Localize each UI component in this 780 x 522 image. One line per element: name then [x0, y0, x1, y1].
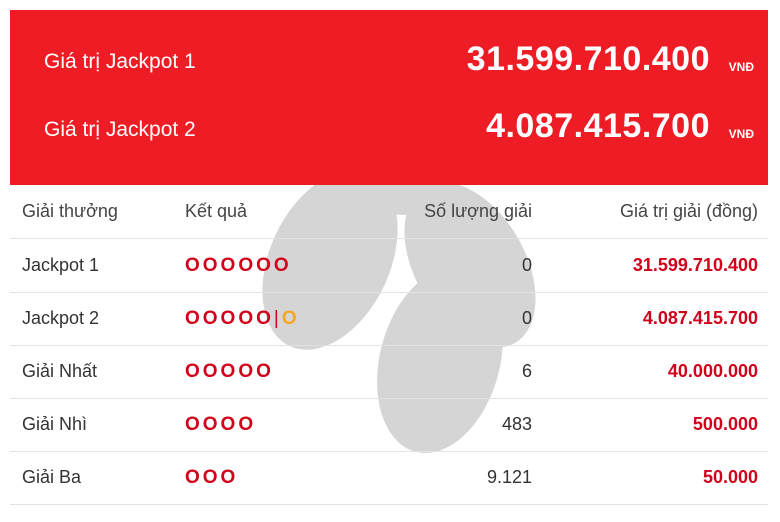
prize-name: Giải Nhì	[22, 414, 88, 434]
jackpot-unit: VNĐ	[728, 127, 754, 141]
jackpot-amount: 4.087.415.700	[486, 107, 710, 145]
jackpot-label: Giá trị Jackpot 1	[44, 50, 196, 73]
prize-count: 9.121	[486, 467, 532, 487]
jackpot-amount: 31.599.710.400	[466, 40, 710, 78]
prize-value: 50.000	[702, 467, 758, 487]
result-balls: OOOOOO	[185, 255, 292, 276]
prize-count: 6	[521, 361, 532, 381]
prize-name: Jackpot 1	[22, 255, 100, 275]
result: OOO	[185, 451, 238, 504]
prize-count: 483	[501, 414, 532, 434]
header-cell: Giá trị giải (đồng)	[619, 201, 758, 221]
prize-value: 500.000	[692, 414, 758, 434]
table-row: Jackpot 1 OOOOOO 0 31.599.710.400	[10, 239, 768, 293]
header-cell: Số lượng giải	[424, 201, 532, 221]
result-separator: |	[273, 308, 282, 329]
result: OOOO	[185, 398, 256, 451]
header-cell: Giải thưởng	[22, 201, 118, 221]
result: OOOOO|O	[185, 292, 300, 345]
header-cell: Kết quả	[185, 201, 248, 221]
result-balls: OOOOO	[185, 308, 274, 329]
prize-value: 4.087.415.700	[642, 308, 758, 328]
prize-name: Giải Ba	[22, 467, 82, 487]
prize-count: 0	[521, 308, 532, 328]
result-balls: OOO	[185, 467, 239, 488]
result-extra: O	[281, 308, 300, 329]
table-row: Jackpot 2 OOOOO|O 0 4.087.415.700	[10, 292, 768, 346]
prize-count: 0	[521, 255, 532, 275]
table-header: Giải thưởng Kết quả Số lượng giải Giá tr…	[10, 185, 768, 239]
result-balls: OOOO	[185, 414, 257, 435]
result: OOOOOO	[185, 239, 292, 292]
jackpot-label: Giá trị Jackpot 2	[44, 118, 196, 141]
jackpot-unit: VNĐ	[728, 60, 754, 74]
prize-name: Jackpot 2	[22, 308, 100, 328]
prize-value: 40.000.000	[667, 361, 758, 381]
table-row: Giải Ba OOO 9.121 50.000	[10, 451, 768, 505]
prize-value: 31.599.710.400	[632, 255, 758, 275]
result: OOOOO	[185, 345, 274, 398]
table-row: Giải Nhì OOOO 483 500.000	[10, 398, 768, 452]
jackpot-banner: Giá trị Jackpot 1 31.599.710.400 VNĐ Giá…	[10, 10, 768, 185]
prize-name: Giải Nhất	[22, 361, 98, 381]
result-balls: OOOOO	[185, 361, 274, 382]
table-row: Giải Nhất OOOOO 6 40.000.000	[10, 345, 768, 399]
